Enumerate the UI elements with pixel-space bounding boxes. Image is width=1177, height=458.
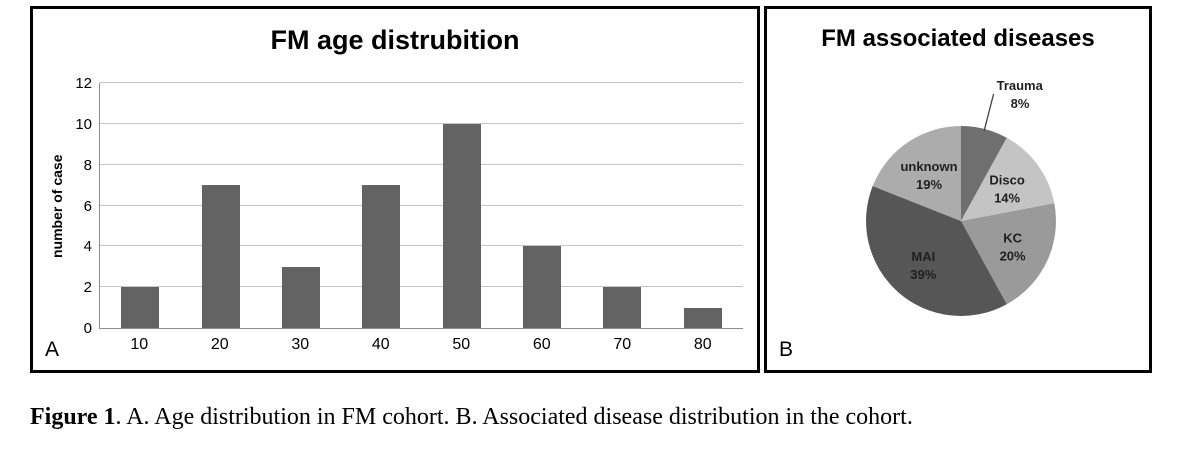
y-tick-label-12: 12: [75, 75, 92, 92]
bar-slot-40: [341, 83, 421, 328]
pie-label-kc: KC 20%: [1000, 230, 1026, 263]
y-tick-label-2: 2: [83, 279, 92, 297]
pie-slice-mai: [866, 186, 1007, 316]
y-tick-label-4: 4: [83, 238, 92, 256]
bar-age-80: [683, 307, 722, 328]
bar-chart-title: FM age distrubition: [270, 25, 520, 55]
pie-label-trauma: Trauma 8%: [997, 78, 1044, 111]
bar-slot-70: [582, 83, 662, 328]
pie-label-unknown: unknown 19%: [900, 159, 957, 192]
bar-chart-plot-area: 0 2 4 6 8 10 12: [75, 75, 743, 337]
gridline-y-10: [100, 122, 743, 124]
y-tick-label-6: 6: [83, 197, 92, 215]
x-tick-label-70: 70: [613, 336, 632, 353]
bar-slot-50: [422, 83, 502, 328]
gridline-y-12: [100, 82, 743, 83]
bar-slot-80: [663, 83, 743, 328]
pie-slice-trauma: [961, 126, 1007, 221]
x-tick-label-40: 40: [371, 336, 390, 353]
pie-slice-kc: [961, 203, 1056, 305]
bar-slot-20: [180, 83, 260, 328]
bar-slot-60: [502, 83, 582, 328]
pie-label-mai: MAI 39%: [910, 249, 936, 282]
y-tick-label-10: 10: [75, 115, 92, 133]
bar-slot-30: [261, 83, 341, 328]
x-tick-label-50: 50: [452, 336, 471, 353]
pie-label-disco: Disco 14%: [989, 173, 1024, 206]
panel-b: FM associated diseases Trauma 8% Disco 14% K…: [764, 6, 1152, 373]
x-tick-label-80: 80: [693, 336, 712, 353]
gridline-y-2: [100, 286, 743, 288]
bar-slot-10: [100, 83, 180, 328]
pie-leader-line-trauma: [983, 93, 995, 132]
panel-b-letter: B: [779, 338, 794, 361]
bar-age-30: [281, 266, 320, 328]
x-tick-label-20: 20: [210, 336, 229, 353]
bar-age-10: [121, 287, 160, 328]
gridline-y-4: [100, 245, 743, 247]
caption-text: . A. Age distribution in FM cohort. B. A…: [115, 404, 913, 430]
bar-age-70: [603, 287, 642, 328]
x-tick-label-30: 30: [291, 336, 310, 353]
figure-caption: Figure 1. A. Age distribution in FM coho…: [30, 404, 1160, 431]
pie-slice-disco: [961, 137, 1055, 221]
pie-chart: Trauma 8% Disco 14% KC 20% MAI 39% unknown 19%: [866, 78, 1056, 316]
y-tick-label-8: 8: [83, 156, 92, 174]
gridline-y-8: [100, 163, 743, 165]
caption-label: Figure 1: [30, 404, 116, 430]
x-tick-label-10: 10: [130, 336, 149, 353]
pie-chart-title: FM associated diseases: [821, 25, 1095, 52]
bar-age-20: [201, 185, 240, 328]
bar-age-40: [362, 185, 401, 328]
panel-a-letter: A: [45, 338, 60, 361]
pie-slice-unknown: [872, 126, 961, 221]
bar-age-60: [523, 246, 562, 328]
gridline-y-6: [100, 204, 743, 206]
x-tick-label-60: 60: [532, 336, 551, 353]
bar-chart-x-axis: 10 20 30 40 50 60 70 80: [99, 331, 743, 355]
bar-age-50: [442, 123, 481, 328]
y-tick-label-0: 0: [83, 320, 92, 337]
